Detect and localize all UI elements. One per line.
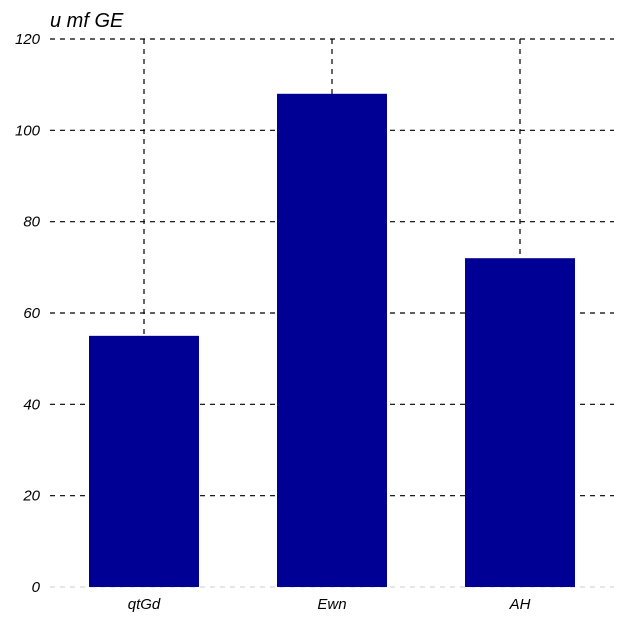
y-tick-label: 60: [23, 305, 40, 322]
y-tick-label: 100: [15, 122, 41, 139]
y-tick-label: 80: [23, 214, 40, 231]
y-tick-labels: 0 20 40 60 80 100 120: [15, 31, 41, 596]
x-tick-label: qtGd: [128, 596, 161, 613]
x-tick-label: AH: [509, 596, 531, 613]
bar-qtGd: [89, 335, 199, 587]
y-tick-label: 0: [32, 579, 41, 596]
bar-AH: [465, 258, 575, 587]
bars: [89, 93, 575, 588]
bar-Ewn: [277, 93, 387, 588]
y-tick-label: 20: [22, 488, 40, 505]
y-tick-label: 40: [23, 396, 40, 413]
x-tick-label: Ewn: [317, 596, 346, 613]
chart-title: u mf GE: [50, 10, 124, 32]
x-tick-labels: qtGd Ewn AH: [128, 596, 531, 613]
y-tick-label: 120: [15, 31, 41, 48]
